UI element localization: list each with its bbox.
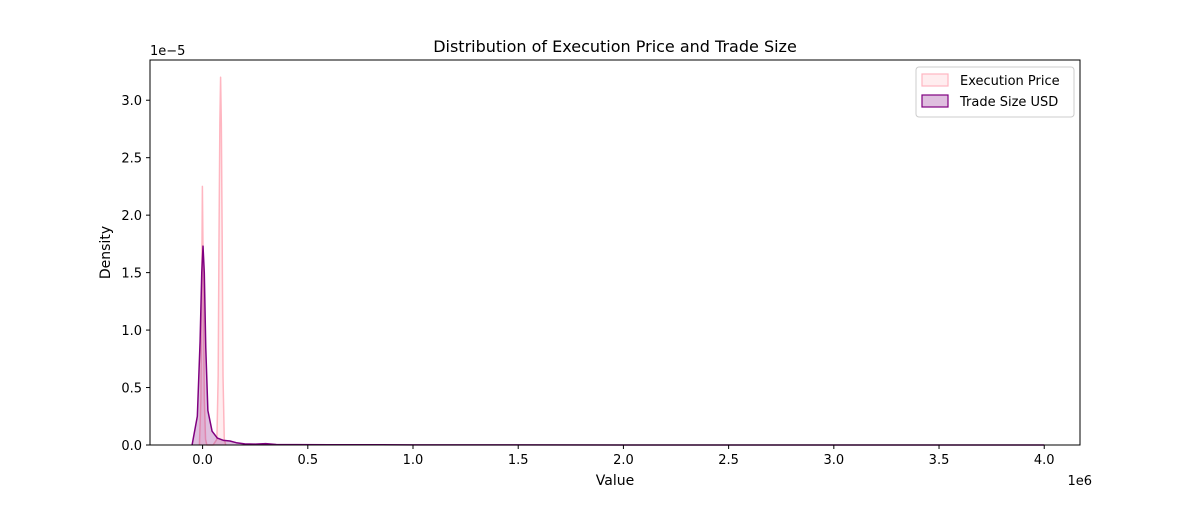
x-axis-label: Value	[596, 473, 634, 489]
y-tick-label: 1.5	[121, 267, 142, 282]
legend: Execution Price Trade Size USD	[915, 66, 1075, 118]
x-tick-label: 4.0	[1034, 453, 1055, 468]
series-line-1	[191, 245, 1045, 446]
series-line-0	[198, 76, 227, 446]
x-tick-label: 2.0	[613, 453, 634, 468]
x-tick-label: 1.0	[403, 453, 424, 468]
y-tick-label: 1.0	[121, 324, 142, 339]
y-axis-offset-text: 1e−5	[150, 44, 185, 59]
x-tick-label: 2.5	[718, 453, 739, 468]
chart-title: Distribution of Execution Price and Trad…	[433, 37, 797, 56]
y-axis-label: Density	[98, 226, 114, 279]
y-tick-label: 0.5	[121, 382, 142, 397]
x-tick-label: 0.0	[192, 453, 213, 468]
legend-label-1: Trade Size USD	[959, 95, 1058, 110]
y-tick-label: 2.0	[121, 209, 142, 224]
x-axis-offset-text: 1e6	[1067, 474, 1092, 489]
x-tick-label: 1.5	[508, 453, 529, 468]
y-tick-label: 0.0	[121, 439, 142, 454]
x-tick-label: 3.5	[929, 453, 950, 468]
x-tick-label: 0.5	[297, 453, 318, 468]
plot-area: 0.0 0.5 1.0 1.5 2.0 2.5 3.0 3.5 4.0 0.0 0.5 1.0 1.5 2…	[121, 59, 1081, 468]
legend-swatch-1	[921, 94, 949, 108]
legend-box	[915, 66, 1075, 118]
axes-frame	[149, 59, 1081, 446]
series-fill-1	[192, 246, 1045, 445]
legend-swatch-0	[921, 73, 949, 87]
x-tick-label: 3.0	[823, 453, 844, 468]
y-tick-label: 3.0	[121, 94, 142, 109]
y-tick-label: 2.5	[121, 152, 142, 167]
legend-label-0: Execution Price	[960, 74, 1060, 89]
series-fill-0	[199, 77, 226, 446]
